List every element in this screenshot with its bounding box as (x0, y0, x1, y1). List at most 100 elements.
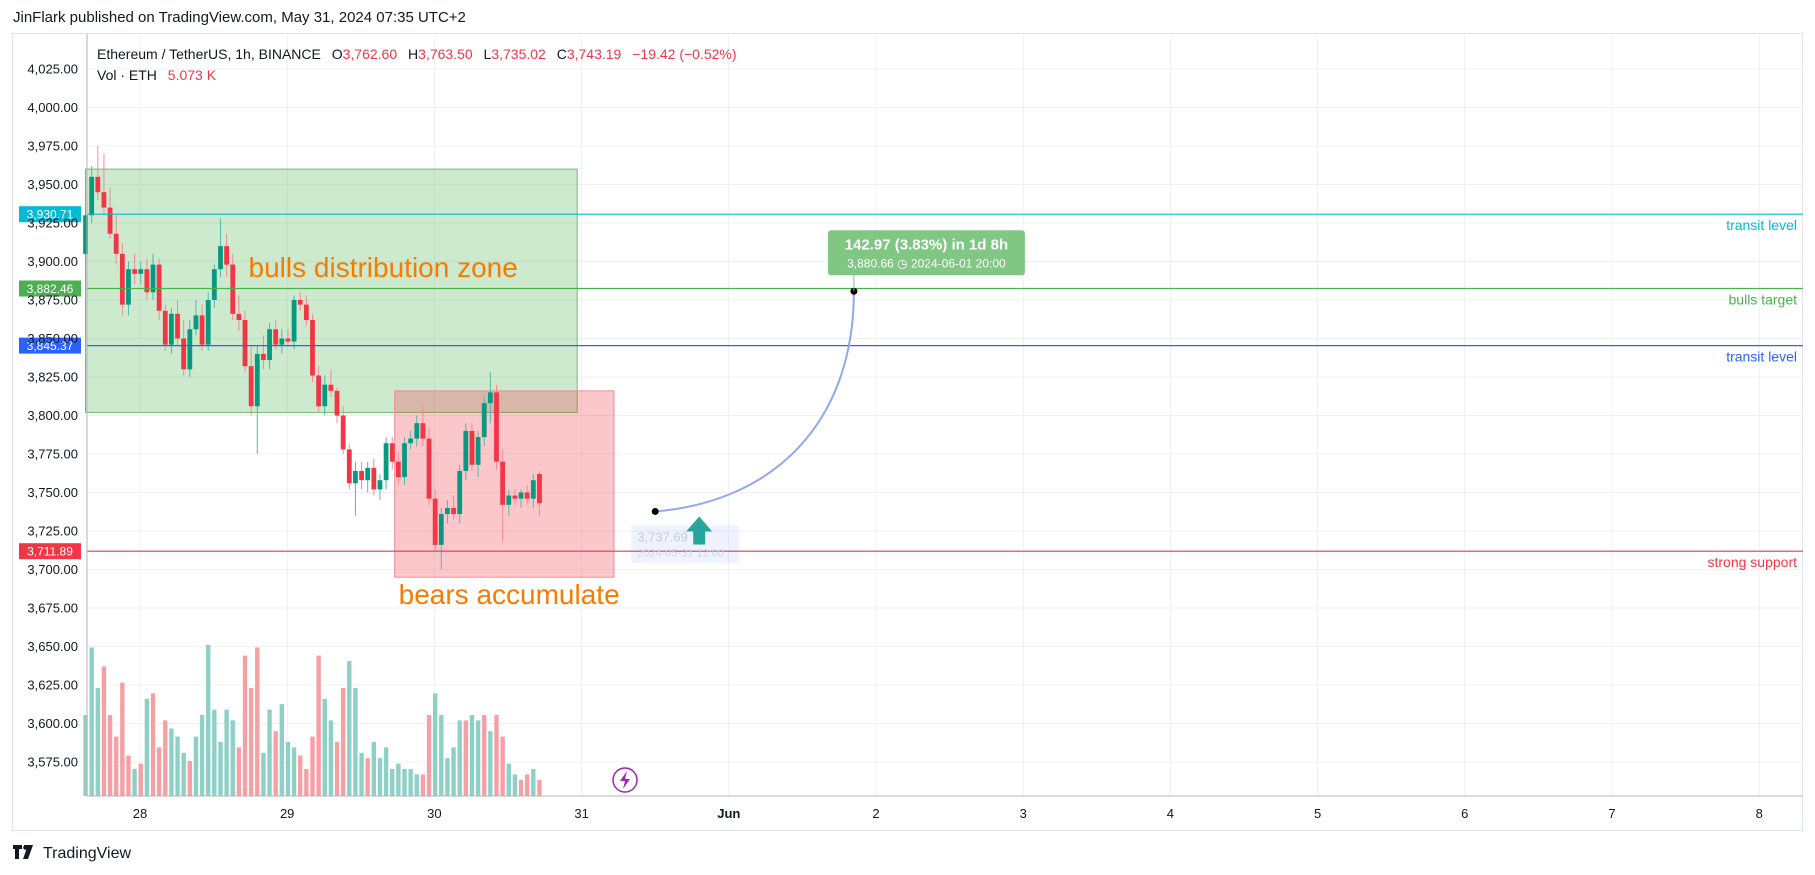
candle[interactable] (481, 397, 487, 447)
candle[interactable] (254, 346, 260, 454)
candle[interactable] (224, 233, 230, 277)
tradingview-logo-icon[interactable] (13, 843, 37, 864)
candle[interactable] (506, 489, 512, 516)
candle-body (132, 269, 138, 274)
candle[interactable] (95, 146, 101, 200)
x-tick-label: Jun (717, 806, 740, 821)
candle[interactable] (328, 369, 334, 398)
candle[interactable] (113, 215, 119, 265)
candle[interactable] (156, 258, 162, 321)
candle[interactable] (236, 295, 242, 331)
price-line-tag[interactable]: 3,882.46 (19, 280, 81, 297)
candle[interactable] (334, 387, 340, 424)
candle[interactable] (371, 458, 377, 496)
price-line-tag[interactable]: 3,845.37 (19, 337, 81, 354)
candle[interactable] (279, 329, 285, 354)
candle[interactable] (420, 406, 426, 447)
candle[interactable] (107, 187, 113, 239)
candle[interactable] (150, 253, 156, 300)
candle[interactable] (119, 243, 125, 316)
candle[interactable] (451, 495, 456, 521)
candle[interactable] (138, 261, 144, 285)
candle[interactable] (537, 470, 542, 516)
candle[interactable] (230, 253, 236, 321)
candle[interactable] (303, 295, 309, 327)
candle[interactable] (181, 320, 187, 376)
volume-label[interactable]: Vol · ETH (97, 67, 157, 83)
candle[interactable] (469, 423, 475, 471)
candle[interactable] (340, 406, 346, 454)
candle[interactable] (89, 166, 95, 223)
candle[interactable] (432, 489, 438, 552)
candle[interactable] (359, 461, 364, 490)
candle-body (371, 467, 377, 490)
candle[interactable] (291, 295, 297, 350)
candle[interactable] (500, 449, 506, 542)
candle[interactable] (187, 320, 193, 377)
candle[interactable] (475, 430, 481, 478)
price-tag-bg (19, 337, 81, 354)
candle[interactable] (273, 320, 279, 350)
candle[interactable] (101, 153, 107, 216)
candle[interactable] (377, 474, 383, 501)
candle[interactable] (175, 300, 180, 347)
projection-label-box[interactable] (827, 230, 1025, 276)
candle[interactable] (426, 427, 432, 505)
candle-body (524, 492, 530, 499)
candle[interactable] (242, 310, 248, 373)
candle[interactable] (445, 500, 450, 524)
candle[interactable] (297, 292, 303, 311)
zone-label: bulls distribution zone (249, 252, 518, 283)
price-tag-label: 3,882.46 (27, 282, 74, 296)
candle[interactable] (248, 346, 254, 416)
candle[interactable] (162, 304, 168, 351)
candle-body (506, 495, 512, 505)
candle-body (261, 353, 266, 361)
candle-body (377, 480, 383, 490)
candle[interactable] (365, 461, 371, 493)
candle[interactable] (512, 489, 518, 505)
candle[interactable] (408, 430, 414, 450)
candle[interactable] (353, 461, 358, 516)
candle[interactable] (438, 507, 444, 570)
candle[interactable] (218, 218, 223, 277)
candle[interactable] (83, 207, 88, 262)
candle[interactable] (193, 300, 199, 336)
candle[interactable] (199, 304, 205, 351)
volume-bar (126, 755, 131, 796)
lightning-icon[interactable] (612, 767, 638, 793)
candle[interactable] (383, 437, 389, 490)
tradingview-brand[interactable]: TradingView (43, 845, 132, 862)
symbol-name[interactable]: Ethereum / TetherUS, 1h, BINANCE (97, 46, 321, 62)
candle[interactable] (132, 253, 138, 285)
price-line-tag[interactable]: 3,711.89 (19, 543, 81, 560)
y-tick-label: 3,575.00 (27, 755, 78, 770)
x-tick-label: 2 (872, 806, 879, 821)
price-line-tag[interactable]: 3,930.71 (19, 206, 81, 223)
candle[interactable] (395, 452, 401, 485)
candle[interactable] (518, 489, 524, 508)
candle[interactable] (205, 292, 211, 351)
candle-body (218, 246, 223, 270)
candle[interactable] (261, 335, 266, 370)
candle[interactable] (494, 384, 499, 470)
candle[interactable] (457, 464, 463, 524)
candle[interactable] (316, 366, 322, 413)
candle[interactable] (310, 313, 315, 382)
projection-curve[interactable] (655, 291, 855, 513)
candle[interactable] (524, 484, 530, 505)
volume-bar (316, 655, 321, 796)
candle[interactable] (487, 372, 493, 424)
candle[interactable] (389, 437, 395, 470)
candle[interactable] (463, 423, 469, 481)
candle[interactable] (211, 264, 217, 308)
candle[interactable] (144, 258, 150, 300)
candle[interactable] (530, 474, 536, 508)
projection-start-point[interactable] (651, 507, 659, 515)
candle[interactable] (414, 415, 420, 447)
candle[interactable] (346, 443, 352, 490)
candle[interactable] (285, 329, 291, 347)
candle[interactable] (322, 375, 328, 416)
candle[interactable] (402, 437, 407, 485)
